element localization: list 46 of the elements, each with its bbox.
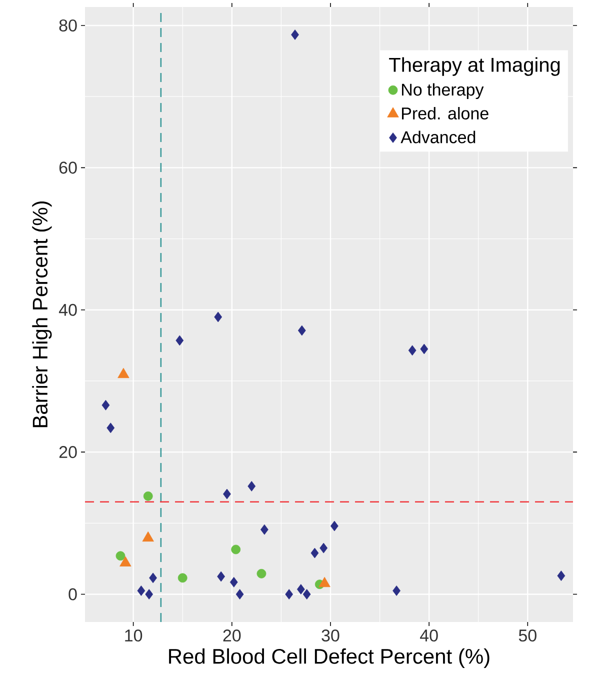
legend-label: Advanced bbox=[400, 130, 476, 144]
point bbox=[231, 544, 241, 554]
point bbox=[298, 325, 306, 336]
point bbox=[330, 520, 338, 532]
point bbox=[236, 589, 244, 600]
legend-label: Pred. alone bbox=[402, 107, 488, 120]
point bbox=[149, 572, 157, 584]
legend-title: Therapy at Imaging bbox=[389, 57, 560, 76]
point bbox=[420, 344, 428, 354]
y-axis-title: Barrier High Percent (%) bbox=[32, 201, 52, 428]
x-tick-label: 10 bbox=[125, 630, 142, 642]
y-tick-label: 80 bbox=[59, 19, 77, 32]
y-tick-label: 60 bbox=[59, 162, 77, 174]
x-tick-label: 20 bbox=[223, 630, 241, 642]
point bbox=[285, 589, 294, 600]
legend-label: No therapy bbox=[402, 83, 484, 100]
point bbox=[296, 584, 305, 594]
point bbox=[392, 586, 400, 596]
point bbox=[214, 312, 222, 322]
point bbox=[310, 548, 319, 558]
point bbox=[557, 570, 566, 581]
point bbox=[230, 576, 238, 588]
x-tick-label: 30 bbox=[322, 630, 340, 642]
point bbox=[408, 345, 416, 356]
point bbox=[176, 335, 184, 346]
point bbox=[223, 488, 231, 500]
point bbox=[256, 568, 266, 578]
point bbox=[137, 586, 146, 596]
point bbox=[116, 551, 126, 561]
point bbox=[102, 400, 110, 410]
point bbox=[302, 589, 311, 600]
point bbox=[106, 422, 115, 434]
point bbox=[320, 542, 328, 554]
point bbox=[178, 573, 188, 583]
x-axis-title: Red Blood Cell Defect Percent (%) bbox=[169, 648, 490, 668]
y-tick-label: 40 bbox=[58, 304, 77, 316]
x-tick-label: 50 bbox=[518, 630, 536, 642]
point bbox=[145, 589, 154, 600]
y-tick-label: 20 bbox=[59, 446, 77, 458]
point bbox=[291, 30, 299, 40]
x-tick-label: 40 bbox=[420, 630, 438, 642]
y-tick-label: 0 bbox=[68, 588, 77, 600]
point bbox=[260, 524, 268, 535]
point bbox=[143, 491, 153, 501]
point bbox=[217, 571, 225, 582]
point bbox=[248, 481, 256, 492]
